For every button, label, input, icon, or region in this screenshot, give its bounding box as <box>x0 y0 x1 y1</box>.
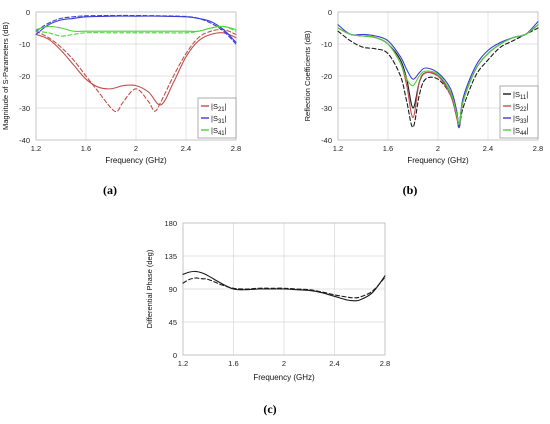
y-tick-label: -20 <box>321 72 332 81</box>
x-tick-label: 2 <box>282 359 286 368</box>
series-line <box>182 270 386 302</box>
x-axis-title: Frequency (GHz) <box>407 156 469 165</box>
panel-label-a: (a) <box>103 183 117 197</box>
y-tick-label: -30 <box>19 104 30 113</box>
x-tick-label: 2.4 <box>181 144 191 153</box>
legend-label: |S11| <box>513 90 528 101</box>
y-tick-label: -30 <box>321 104 332 113</box>
series-line <box>337 24 539 125</box>
y-axis-title: Reflection Coefficients (dB) <box>303 30 312 121</box>
y-tick-label: 135 <box>164 252 177 261</box>
legend-label: |S33| <box>513 114 529 125</box>
series-line <box>35 14 237 45</box>
x-tick-label: 1.2 <box>31 144 41 153</box>
legend-label: |S44| <box>513 126 529 137</box>
x-tick-label: 2.8 <box>380 359 390 368</box>
y-tick-label: -40 <box>19 136 30 145</box>
panel-label-c: (c) <box>263 402 276 416</box>
x-tick-label: 1.2 <box>178 359 188 368</box>
y-tick-label: -10 <box>19 40 30 49</box>
x-tick-label: 2.8 <box>533 144 543 153</box>
y-tick-label: 0 <box>328 8 332 17</box>
y-tick-label: -20 <box>19 72 30 81</box>
series-line <box>35 32 237 106</box>
series-line <box>337 27 539 129</box>
x-tick-label: 2 <box>134 144 138 153</box>
legend-label: |S41| <box>211 126 227 137</box>
x-tick-label: 1.2 <box>333 144 343 153</box>
y-axis-title: Differential Phase (deg) <box>145 249 154 328</box>
x-tick-label: 2.4 <box>329 359 339 368</box>
plot-frame <box>182 222 386 356</box>
legend-label: |S22| <box>513 102 529 113</box>
plot-frame <box>35 11 237 141</box>
panel-label-b: (b) <box>403 183 418 197</box>
y-tick-label: 90 <box>169 285 177 294</box>
plot-frame <box>337 11 539 141</box>
x-axis-title: Frequency (GHz) <box>105 156 167 165</box>
x-tick-label: 2 <box>436 144 440 153</box>
x-tick-label: 1.6 <box>81 144 91 153</box>
legend-label: |S21| <box>211 102 227 113</box>
y-axis-title: Magnitude of S-Parameters (dB) <box>1 22 10 130</box>
x-tick-label: 1.6 <box>228 359 238 368</box>
y-tick-label: -40 <box>321 136 332 145</box>
x-tick-label: 2.8 <box>231 144 241 153</box>
legend-label: |S31| <box>211 114 227 125</box>
y-tick-label: 180 <box>164 219 177 228</box>
series-line <box>182 276 386 299</box>
legend-a: |S21||S31||S41| <box>197 97 237 139</box>
legend-b: |S11||S22||S33||S44| <box>499 85 539 139</box>
chart-a: 1.2 1.6 2 2.4 2.8 0 -10 -20 -30 -40 Frequency (GHz… <box>1 8 241 165</box>
series-line <box>337 21 539 128</box>
y-tick-label: 0 <box>173 351 177 360</box>
y-tick-label: -10 <box>321 40 332 49</box>
chart-c: 1.2 1.6 2 2.4 2.8 0 45 90 135 180 Frequency (GHz) D… <box>145 219 390 382</box>
series-line <box>35 25 237 37</box>
series-line <box>35 28 237 113</box>
y-tick-label: 0 <box>26 8 30 17</box>
x-tick-label: 1.6 <box>383 144 393 153</box>
x-tick-label: 2.4 <box>483 144 493 153</box>
series-line <box>35 15 237 43</box>
x-axis-title: Frequency (GHz) <box>253 373 315 382</box>
y-tick-label: 45 <box>169 318 177 327</box>
